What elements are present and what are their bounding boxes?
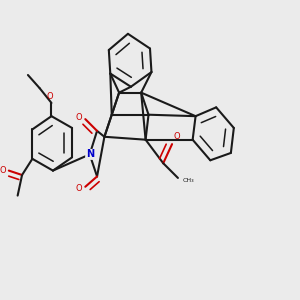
Text: O: O: [173, 132, 180, 141]
Text: O: O: [47, 92, 53, 101]
Text: O: O: [0, 166, 6, 175]
Text: CH₃: CH₃: [182, 178, 194, 183]
Text: O: O: [76, 184, 82, 193]
Text: O: O: [76, 113, 82, 122]
Text: N: N: [85, 149, 94, 159]
